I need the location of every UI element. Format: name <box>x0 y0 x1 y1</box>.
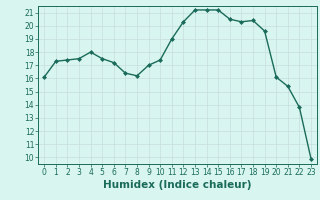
X-axis label: Humidex (Indice chaleur): Humidex (Indice chaleur) <box>103 180 252 190</box>
